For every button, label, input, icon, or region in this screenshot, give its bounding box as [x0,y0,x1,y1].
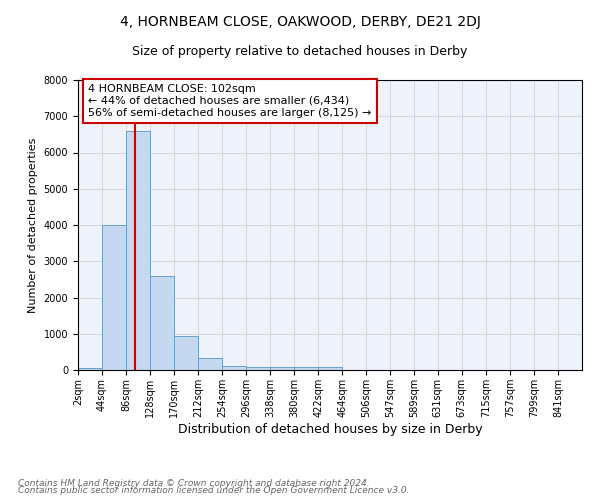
Y-axis label: Number of detached properties: Number of detached properties [28,138,38,312]
Text: Contains public sector information licensed under the Open Government Licence v3: Contains public sector information licen… [18,486,409,495]
Bar [78,368,102,370]
Bar [198,358,222,370]
Text: Size of property relative to detached houses in Derby: Size of property relative to detached ho… [133,45,467,58]
Bar [318,367,342,370]
Bar [174,336,198,370]
Bar [126,130,150,370]
Text: 4, HORNBEAM CLOSE, OAKWOOD, DERBY, DE21 2DJ: 4, HORNBEAM CLOSE, OAKWOOD, DERBY, DE21 … [119,15,481,29]
Bar [270,367,294,370]
Bar [246,367,270,370]
X-axis label: Distribution of detached houses by size in Derby: Distribution of detached houses by size … [178,422,482,436]
Text: 4 HORNBEAM CLOSE: 102sqm
← 44% of detached houses are smaller (6,434)
56% of sem: 4 HORNBEAM CLOSE: 102sqm ← 44% of detach… [88,84,371,117]
Bar [222,366,246,370]
Bar [294,367,318,370]
Text: Contains HM Land Registry data © Crown copyright and database right 2024.: Contains HM Land Registry data © Crown c… [18,478,370,488]
Bar [102,225,126,370]
Bar [150,276,174,370]
